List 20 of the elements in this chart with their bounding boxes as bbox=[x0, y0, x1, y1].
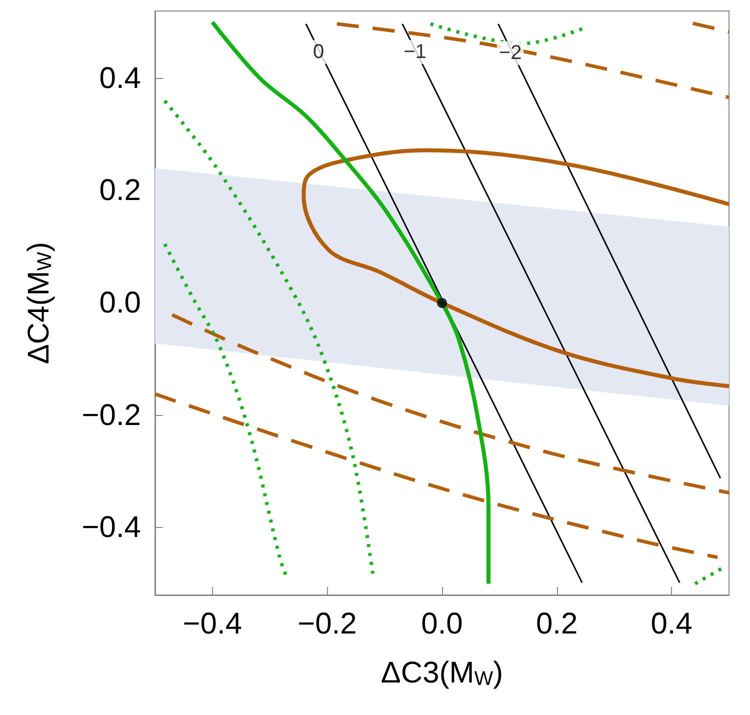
y-tick-label: 0.2 bbox=[99, 174, 141, 208]
x-tick-label: 0.4 bbox=[650, 608, 692, 640]
y-tick-label: 0.4 bbox=[99, 62, 141, 95]
y-axis-title: ΔC4(MW) bbox=[22, 242, 56, 364]
x-tick-label: −0.2 bbox=[298, 608, 357, 640]
annotation: −2 bbox=[498, 42, 522, 64]
annotation: 0 bbox=[313, 40, 324, 63]
x-axis-title: ΔC3(MW) bbox=[380, 656, 504, 690]
x-tick-label: 0.0 bbox=[421, 608, 463, 640]
line-series bbox=[170, 313, 731, 495]
line-series bbox=[302, 148, 731, 388]
line-series bbox=[335, 22, 731, 100]
line-series bbox=[153, 392, 720, 560]
line-series bbox=[210, 20, 490, 586]
y-tick-label: 0.0 bbox=[99, 286, 141, 320]
x-tick-label: −0.4 bbox=[182, 608, 242, 640]
annotation: −1 bbox=[404, 40, 426, 63]
y-tick-label: −0.4 bbox=[82, 511, 141, 544]
y-tick-label: −0.2 bbox=[82, 398, 141, 432]
x-tick-label: 0.2 bbox=[536, 608, 578, 640]
